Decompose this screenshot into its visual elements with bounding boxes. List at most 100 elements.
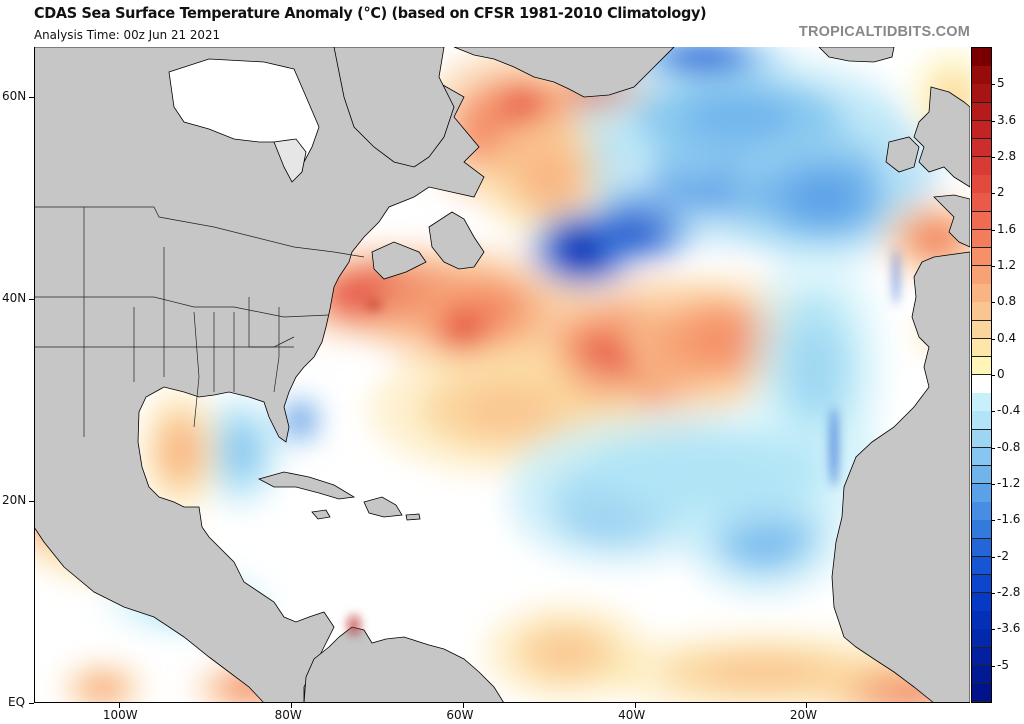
- colorbar-label: -1.6: [997, 512, 1021, 527]
- colorbar-segment: [972, 429, 991, 449]
- x-tick-mark: [634, 703, 636, 708]
- colorbar-tick: [991, 447, 995, 449]
- colorbar-segment: [972, 611, 991, 630]
- colorbar-segment: [972, 175, 991, 194]
- colorbar-label: 0: [997, 367, 1005, 381]
- colorbar-label: 1.2: [997, 258, 1017, 272]
- anomaly-labrador-sea-core: [509, 96, 538, 119]
- anomaly-subpolar-cold-east: [790, 176, 858, 221]
- colorbar-tick: [991, 520, 995, 522]
- anomaly-gulf-mexico-warm: [165, 428, 195, 473]
- colorbar-segment: [972, 484, 991, 503]
- anomaly-irminger-warm: [525, 155, 573, 201]
- anomaly-north-greenland-cold: [675, 48, 733, 66]
- colorbar-tick: [991, 629, 995, 631]
- colorbar-segment: [972, 411, 991, 430]
- colorbar-label: -3.6: [997, 621, 1021, 636]
- y-tick-label: 40N: [2, 291, 27, 306]
- james-bay: [273, 138, 307, 183]
- land-iberia-africa: [831, 251, 970, 703]
- x-tick-label: 60W: [446, 708, 474, 722]
- colorbar-segment: [972, 266, 991, 285]
- colorbar-label: -2.8: [997, 585, 1021, 599]
- colorbar-tick: [991, 665, 995, 667]
- colorbar-segment: [972, 229, 991, 249]
- colorbar-label: 2: [997, 185, 1005, 200]
- colorbar-label: 5: [997, 76, 1005, 91]
- land-puerto-rico: [405, 513, 421, 521]
- colorbar-tick: [991, 84, 995, 86]
- colorbar-label: 0.8: [997, 294, 1017, 309]
- sst-anomaly-map: [34, 47, 970, 703]
- land-iceland: [818, 47, 895, 63]
- land-jamaica: [311, 509, 331, 520]
- colorbar-segment: [972, 211, 991, 231]
- colorbar-label: 3.6: [997, 112, 1017, 127]
- x-tick-label: 20W: [789, 708, 817, 722]
- colorbar-label: -0.8: [997, 439, 1021, 454]
- colorbar-label: 2.8: [997, 149, 1017, 163]
- x-tick-mark: [291, 703, 293, 708]
- land-greenland: [453, 47, 675, 98]
- colorbar-segment: [972, 138, 991, 158]
- colorbar-segment: [972, 66, 991, 85]
- colorbar-segment: [972, 84, 991, 103]
- colorbar-segment: [972, 375, 991, 394]
- land-cuba: [257, 471, 356, 500]
- colorbar-segment: [972, 393, 991, 412]
- colorbar-segment: [972, 302, 991, 321]
- anomaly-warm-eddy-south: [451, 318, 476, 341]
- coastal-detail: [348, 249, 899, 635]
- colorbar-segment: [972, 593, 991, 612]
- colorbar-segment: [972, 48, 991, 67]
- colorbar-tick: [991, 120, 995, 122]
- anomaly-eq-atl-warm: [707, 658, 821, 687]
- colorbar-segment: [972, 284, 991, 303]
- y-tick-label: 60N: [2, 89, 27, 104]
- colorbar-segment: [972, 520, 991, 539]
- colorbar-tick: [991, 229, 995, 231]
- colorbar-segment: [972, 193, 991, 212]
- anomaly-tropical-cold-band: [637, 448, 770, 494]
- colorbar-label: 0.4: [997, 330, 1017, 345]
- x-tick-label: 80W: [274, 708, 302, 722]
- colorbar-label: -5: [997, 657, 1009, 672]
- y-tick-mark: [29, 702, 34, 704]
- colorbar-segment: [972, 629, 991, 648]
- colorbar-segment: [972, 647, 991, 667]
- colorbar-tick: [991, 302, 995, 304]
- anomaly-canary-cold: [791, 325, 840, 415]
- colorbar-tick: [991, 157, 995, 158]
- colorbar-segment: [972, 447, 991, 467]
- land-hispaniola: [363, 496, 403, 518]
- colorbar-segment: [972, 120, 991, 140]
- colorbar-segment: [972, 320, 991, 340]
- brand-watermark: TROPICALTIDBITS.COM: [798, 24, 970, 40]
- colorbar-segment: [972, 574, 991, 594]
- analysis-time: Analysis Time: 00z Jun 21 2021: [34, 27, 221, 42]
- political-borders: [34, 206, 365, 437]
- land-nova-scotia: [371, 241, 427, 280]
- land-britain: [913, 86, 970, 188]
- colorbar-segment: [972, 338, 991, 358]
- land-labrador: [333, 47, 455, 168]
- colorbar-tick: [991, 266, 995, 267]
- chart-title: CDAS Sea Surface Temperature Anomaly (°C…: [34, 4, 707, 22]
- colorbar-tick: [991, 593, 995, 594]
- land-south-america: [303, 626, 505, 703]
- x-tick-mark: [462, 703, 464, 708]
- map-panel: [34, 47, 970, 703]
- x-tick-mark: [806, 703, 808, 708]
- colorbar-segment: [972, 356, 991, 376]
- colorbar-label: -0.4: [997, 403, 1021, 418]
- x-tick-label: 40W: [618, 708, 646, 722]
- y-tick-mark: [29, 298, 34, 300]
- colorbar-segment: [972, 683, 991, 703]
- colorbar-segment: [972, 538, 991, 558]
- y-tick-mark: [29, 500, 34, 502]
- land-ireland: [885, 136, 920, 173]
- colorbar-segment: [972, 465, 991, 485]
- anomaly-azores-warm: [687, 317, 755, 362]
- anomaly-florida-cold: [293, 412, 308, 429]
- colorbar-tick: [991, 556, 995, 558]
